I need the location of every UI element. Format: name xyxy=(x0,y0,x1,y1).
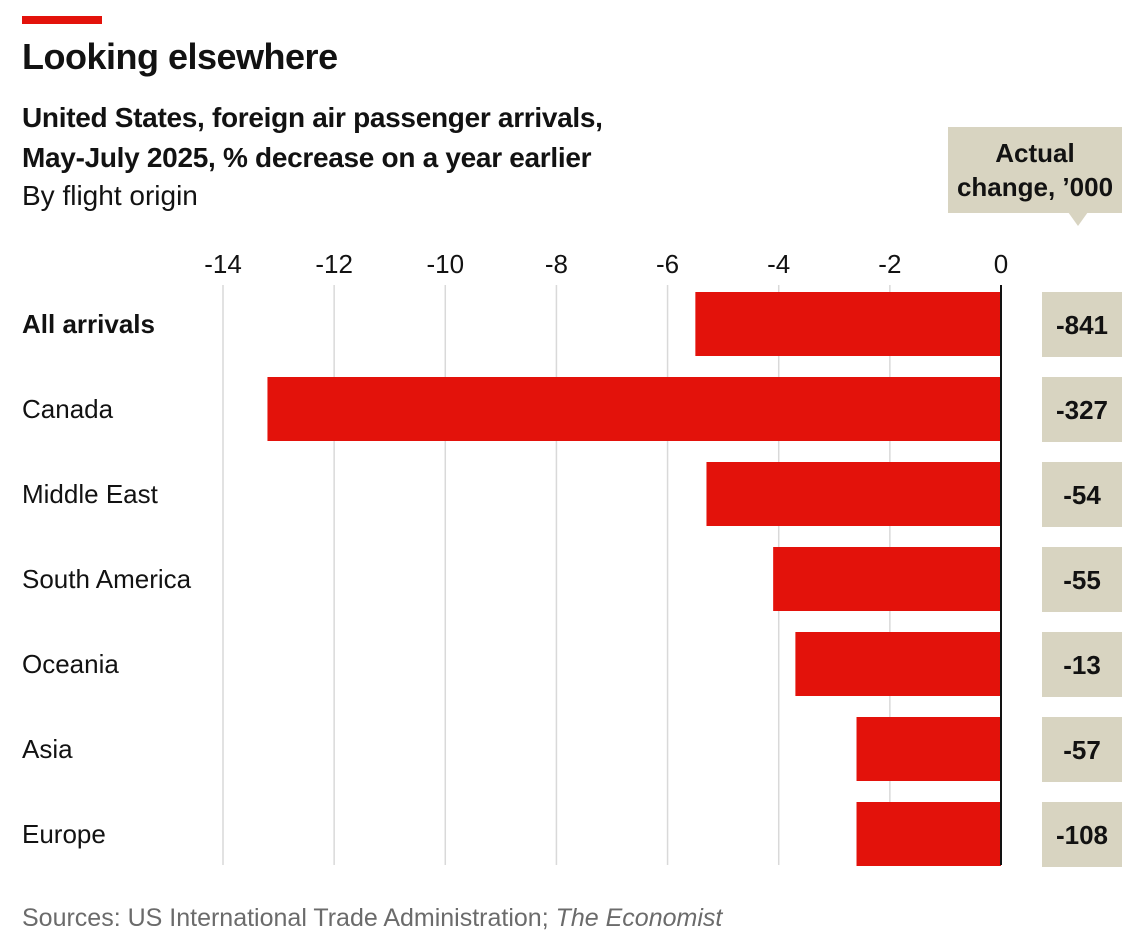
data-label: -841 xyxy=(1056,310,1108,340)
x-tick-label: 0 xyxy=(994,249,1008,279)
brand-red-tag xyxy=(22,16,102,24)
category-label: South America xyxy=(22,564,192,594)
bar xyxy=(856,802,1001,866)
bar xyxy=(267,377,1001,441)
value-box xyxy=(1042,802,1122,867)
x-tick-label: -10 xyxy=(426,249,464,279)
category-label: Oceania xyxy=(22,649,119,679)
data-label: -108 xyxy=(1056,820,1108,850)
value-box xyxy=(1042,462,1122,527)
data-label: -13 xyxy=(1063,650,1101,680)
value-box xyxy=(1042,717,1122,782)
source-prefix: Sources: US International Trade Administ… xyxy=(22,904,556,932)
bar xyxy=(695,292,1001,356)
x-tick-label: -4 xyxy=(767,249,790,279)
bar xyxy=(856,717,1001,781)
value-box xyxy=(1042,547,1122,612)
callout-pointer-icon xyxy=(1068,212,1088,226)
x-tick-label: -6 xyxy=(656,249,679,279)
subtitle-by-origin: By flight origin xyxy=(22,180,198,211)
value-box xyxy=(1042,377,1122,442)
value-box xyxy=(1042,292,1122,357)
bar xyxy=(706,462,1001,526)
x-tick-label: -14 xyxy=(204,249,242,279)
subtitle-line-1: United States, foreign air passenger arr… xyxy=(22,102,603,133)
data-label: -55 xyxy=(1063,565,1101,595)
category-label: All arrivals xyxy=(22,309,155,339)
x-tick-label: -2 xyxy=(878,249,901,279)
bar xyxy=(773,547,1001,611)
subtitle-line-2: May-July 2025, % decrease on a year earl… xyxy=(22,142,592,173)
value-box xyxy=(1042,632,1122,697)
category-label: Middle East xyxy=(22,479,159,509)
data-label: -57 xyxy=(1063,735,1101,765)
category-label: Asia xyxy=(22,734,73,764)
chart-subtitle: United States, foreign air passenger arr… xyxy=(22,98,603,178)
source-italic: The Economist xyxy=(555,904,723,932)
data-label: -327 xyxy=(1056,395,1108,425)
chart-title: Looking elsewhere xyxy=(22,36,338,77)
x-tick-label: -12 xyxy=(315,249,353,279)
category-label: Europe xyxy=(22,819,106,849)
actual-change-callout: Actual change, ’000 xyxy=(948,127,1122,213)
source-note: Sources: US International Trade Administ… xyxy=(22,904,722,933)
callout-line-1: Actual xyxy=(995,138,1075,168)
bar xyxy=(795,632,1001,696)
category-label: Canada xyxy=(22,394,114,424)
data-label: -54 xyxy=(1063,480,1101,510)
x-tick-label: -8 xyxy=(545,249,568,279)
callout-line-2: change, ’000 xyxy=(956,172,1114,202)
